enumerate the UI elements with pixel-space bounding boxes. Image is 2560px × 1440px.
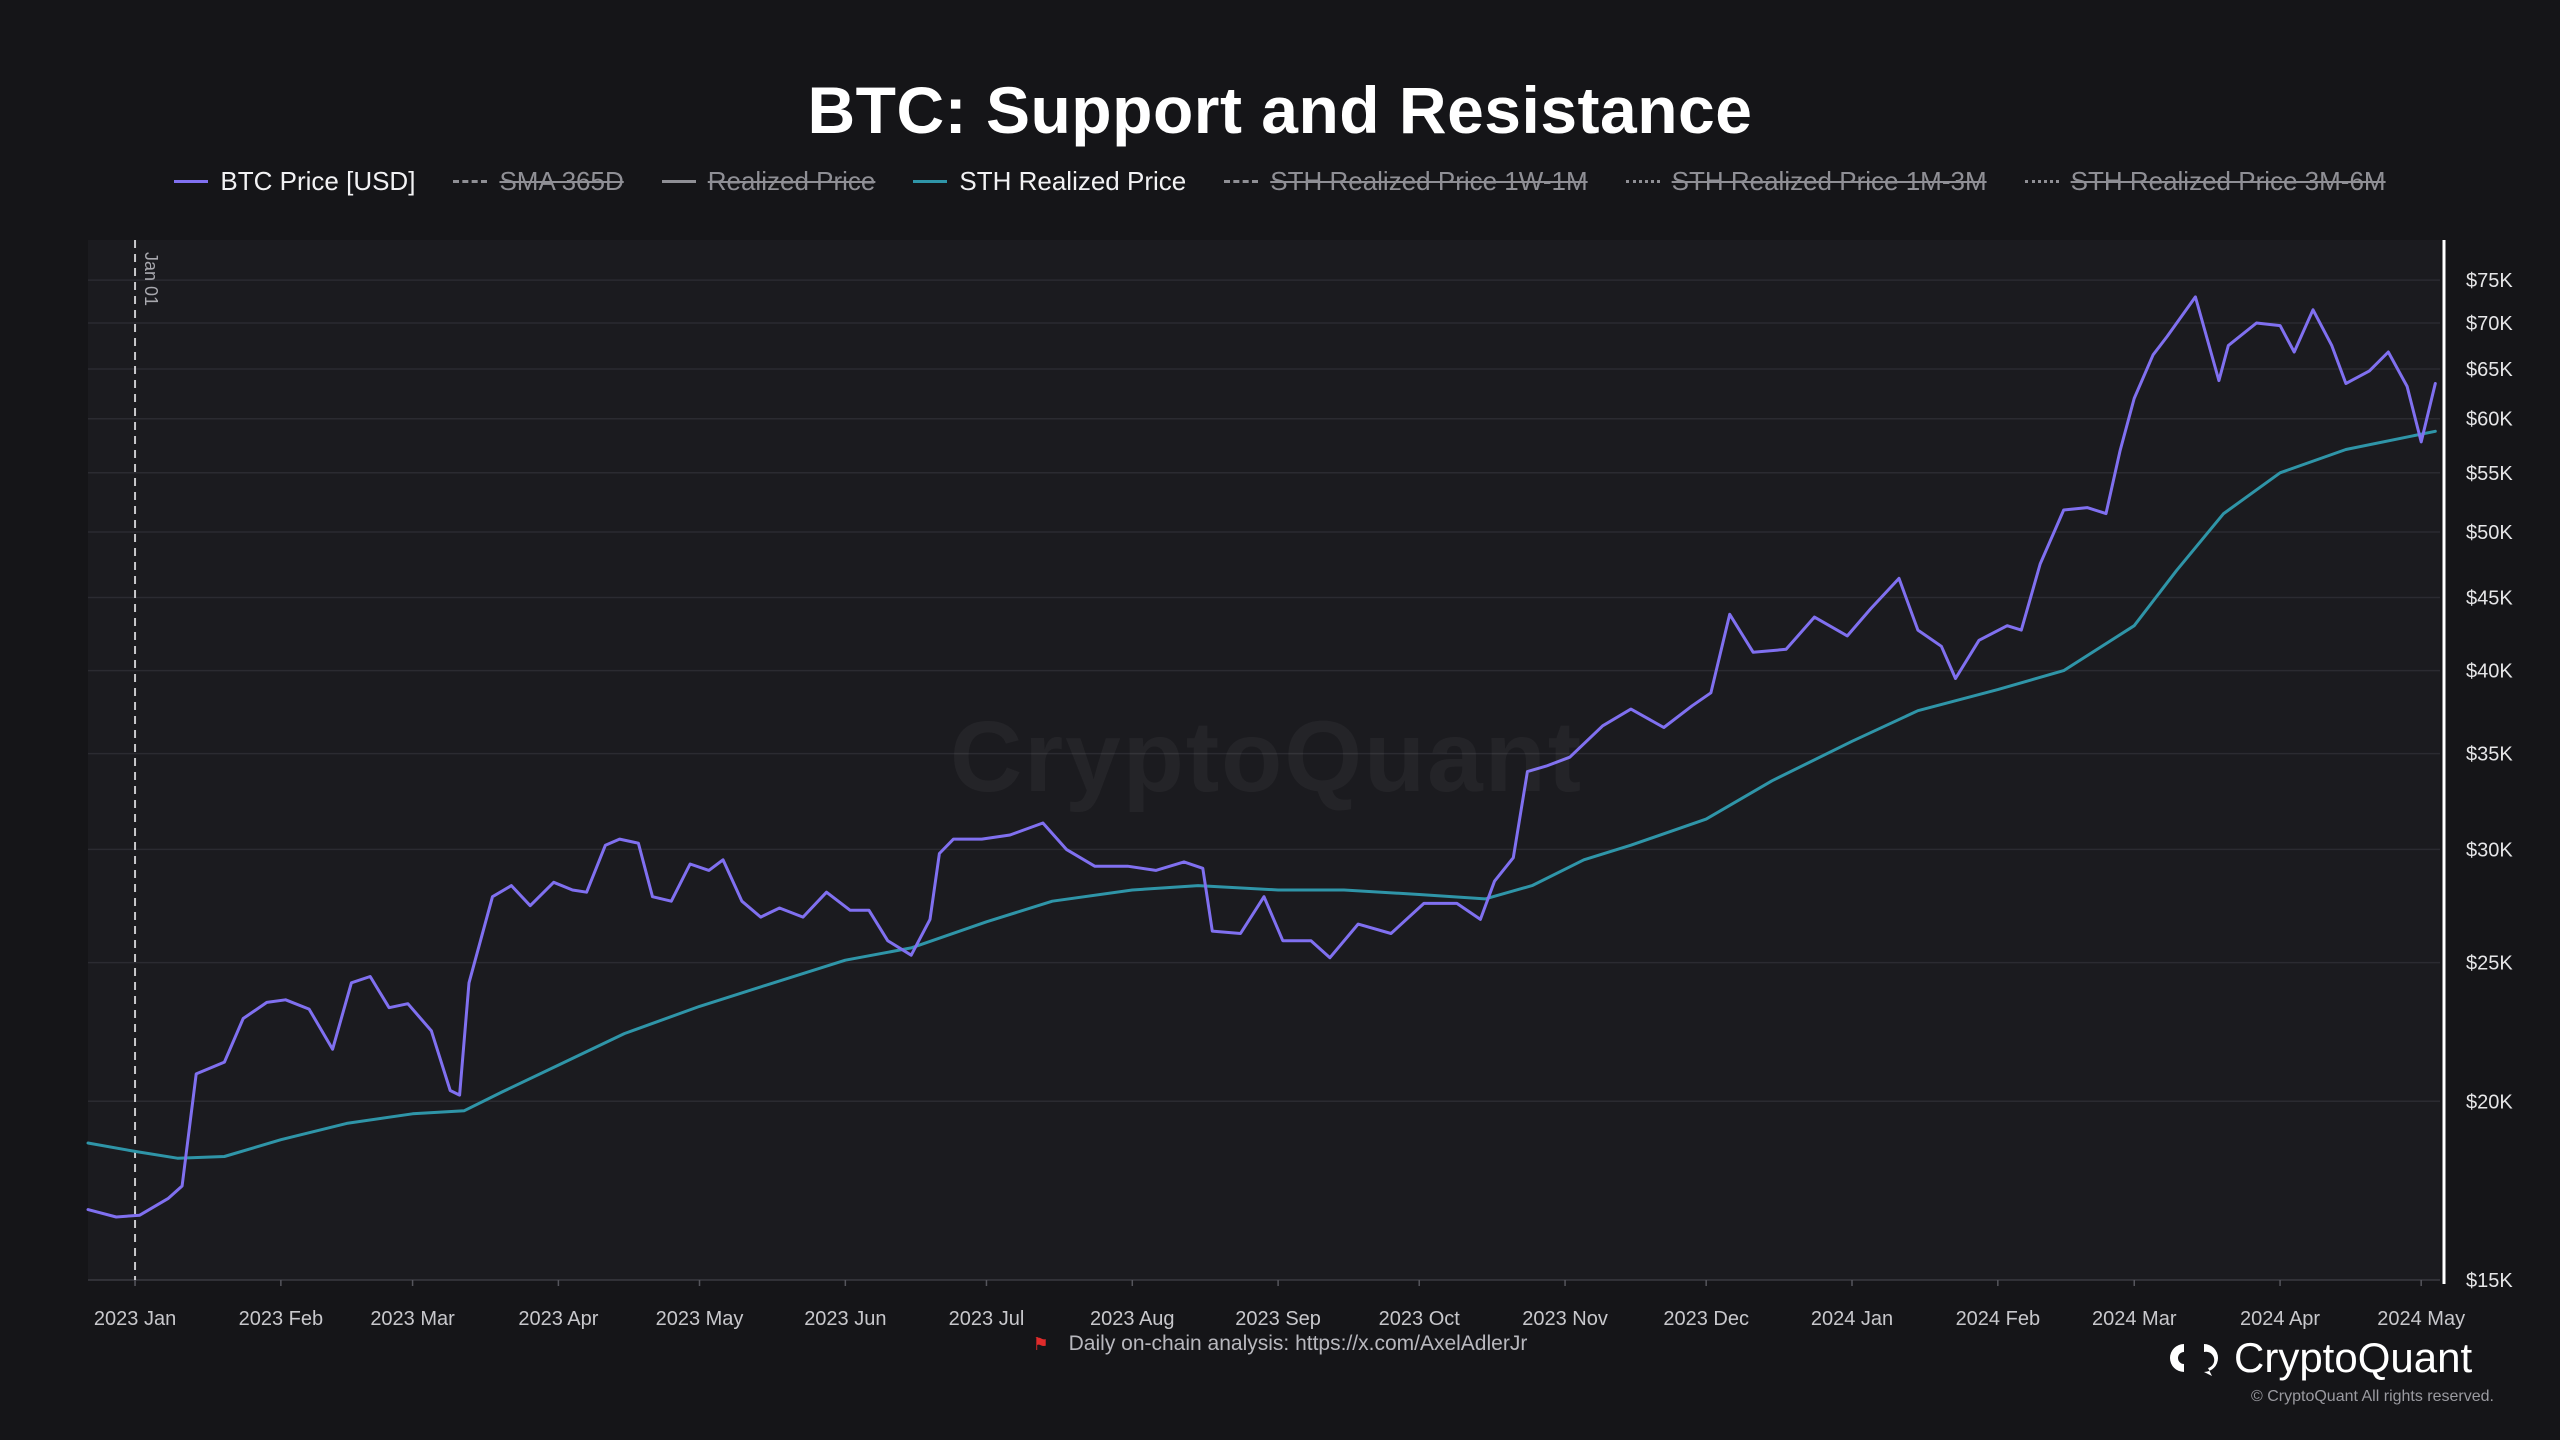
x-tick-label: 2023 Jul [949,1308,1025,1330]
copyright: © CryptoQuant All rights reserved. [2251,1388,2494,1405]
x-tick-label: 2023 Aug [1090,1308,1175,1330]
y-tick-label: $20K [2466,1091,2513,1113]
legend-label: STH Realized Price 3M-6M [2070,166,2386,196]
brand-name: CryptoQuant [2234,1334,2473,1381]
legend-label: STH Realized Price 1M-3M [1671,166,1987,196]
x-tick-label: 2024 Jan [1811,1308,1893,1330]
y-tick-label: $30K [2466,839,2513,861]
sth-realized-price-line [86,429,2437,1160]
y-tick-label: $55K [2466,463,2513,485]
y-tick-label: $75K [2466,270,2513,292]
series-layer [86,295,2437,1219]
x-tick-label: 2023 Feb [239,1308,324,1330]
legend: BTC Price [USD] SMA 365D Realized Price STH… [0,166,2560,197]
legend-label: STH Realized Price 1W-1M [1270,166,1588,196]
footer-link-text[interactable]: Daily on-chain analysis: https://x.com/A… [1068,1332,1528,1355]
annotation-label: Jan 01 [141,252,161,306]
legend-swatch [453,180,488,183]
y-axis: $15K $20K $25K $30K $35K $40K $45K $50K $55K $60K… [2442,240,2513,1292]
x-tick-label: 2024 May [2377,1308,2465,1330]
annotation: Jan 01 [134,240,161,1280]
legend-swatch [2024,180,2059,183]
x-tick-label: 2023 Dec [1663,1308,1749,1330]
legend-swatch [1224,180,1259,183]
x-tick-label: 2023 Apr [518,1308,598,1330]
x-tick-label: 2023 Nov [1522,1308,1608,1330]
legend-swatch [174,180,209,183]
flag-icon: ⚑ [1032,1334,1049,1354]
legend-label: BTC Price [USD] [220,166,416,196]
legend-item-sth-realized-price-3m-6m[interactable]: STH Realized Price 3M-6M [2024,166,2386,197]
chart-title: BTC: Support and Resistance [807,73,1753,147]
legend-item-sma-365d[interactable]: SMA 365D [453,166,624,197]
grid-lines [88,279,2440,1103]
y-tick-label: $45K [2466,587,2513,609]
legend-swatch [913,180,948,183]
x-tick-label: 2023 May [656,1308,744,1330]
brand: CryptoQuant [2166,1334,2472,1382]
legend-item-btc-price-usd[interactable]: BTC Price [USD] [174,166,415,197]
x-tick-label: 2023 Mar [370,1308,455,1330]
legend-label: STH Realized Price [959,166,1187,196]
footer-link[interactable]: ⚑ Daily on-chain analysis: https://x.com… [0,1332,2560,1356]
legend-item-realized-price[interactable]: Realized Price [661,166,876,197]
legend-swatch [1625,180,1660,183]
y-tick-label: $25K [2466,953,2513,975]
y-tick-label: $70K [2466,313,2513,335]
btc-price-usd-line [86,295,2437,1219]
legend-label: Realized Price [707,166,876,196]
legend-item-sth-realized-price-1m-3m[interactable]: STH Realized Price 1M-3M [1625,166,1987,197]
x-tick-label: 2023 Jun [804,1308,886,1330]
legend-item-sth-realized-price[interactable]: STH Realized Price [913,166,1186,197]
legend-item-sth-realized-price-1w-1m[interactable]: STH Realized Price 1W-1M [1224,166,1588,197]
y-tick-label: $50K [2466,522,2513,544]
x-tick-label: 2024 Mar [2092,1308,2177,1330]
legend-label: SMA 365D [499,166,624,196]
x-tick-label: 2024 Apr [2240,1308,2320,1330]
watermark: CryptoQuant [950,700,1583,815]
y-tick-label: $40K [2466,661,2513,683]
cryptoquant-logo-icon [2170,1344,2218,1376]
y-tick-label: $60K [2466,409,2513,431]
x-tick-label: 2023 Oct [1379,1308,1461,1330]
x-tick-label: 2023 Jan [94,1308,176,1330]
plot-background [88,240,2440,1280]
y-tick-label: $15K [2466,1270,2513,1292]
legend-swatch [661,180,696,183]
x-tick-label: 2024 Feb [1956,1308,2041,1330]
y-tick-label: $65K [2466,359,2513,381]
y-tick-label: $35K [2466,744,2513,766]
x-tick-label: 2023 Sep [1235,1308,1321,1330]
x-axis: 2023 Jan 2023 Feb 2023 Mar 2023 Apr 2023 May… [88,1279,2465,1330]
